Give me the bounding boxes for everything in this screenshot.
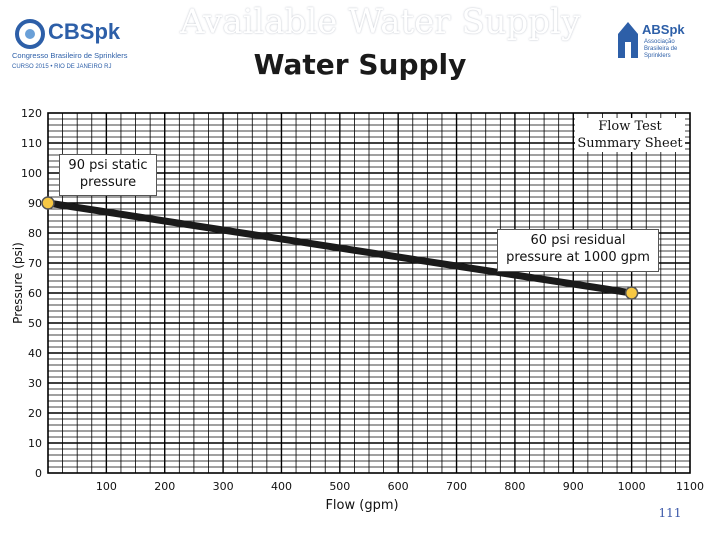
y-tick-label: 70: [28, 257, 42, 270]
page-number: 111: [658, 506, 682, 520]
y-tick-label: 30: [28, 377, 42, 390]
data-point: [624, 286, 639, 300]
x-tick-label: 600: [388, 480, 409, 493]
x-tick-label: 900: [563, 480, 584, 493]
cbspk-logo-subtitle: Congresso Brasileiro de Sprinklers: [12, 51, 128, 60]
y-tick-label: 90: [28, 197, 42, 210]
background-title: Available Water Supply: [180, 2, 581, 42]
supply-curve-line: [47, 199, 633, 297]
x-tick-label: 200: [154, 480, 175, 493]
y-tick-label: 120: [21, 107, 42, 120]
x-tick-label: 800: [504, 480, 525, 493]
x-axis-tick-labels: 100 200 300 400 500 600 700 800 900 1000 1100: [96, 480, 704, 493]
cbspk-logo-subtitle-2: CURSO 2015 • RIO DE JANEIRO RJ: [12, 64, 111, 70]
x-tick-label: 700: [446, 480, 467, 493]
y-tick-label: 40: [28, 347, 42, 360]
abspk-logo-subtitle-1: Associação: [644, 39, 675, 45]
y-tick-label: 60: [28, 287, 42, 300]
residual-pressure-annotation: 60 psi residual pressure at 1000 gpm: [497, 229, 659, 272]
abspk-logo-subtitle-2: Brasileira de: [644, 46, 678, 52]
abspk-logo-text: ABSpk: [642, 22, 685, 37]
abspk-logo-mark-icon: [618, 22, 638, 58]
chart-series: [41, 196, 639, 300]
abspk-logo: ABSpk Associação Brasileira de Sprinkler…: [618, 22, 685, 59]
cbspk-logo-mark-icon: [15, 19, 45, 49]
data-point: [41, 196, 55, 210]
static-pressure-annotation: 90 psi static pressure: [59, 154, 157, 196]
summary-label: Flow Test Summary Sheet: [575, 118, 685, 152]
y-tick-label: 80: [28, 227, 42, 240]
abspk-logo-subtitle-3: Sprinklers: [644, 53, 671, 59]
page-title: Water Supply: [253, 48, 467, 81]
x-tick-label: 100: [96, 480, 117, 493]
x-tick-label: 400: [271, 480, 292, 493]
cbspk-logo: CBSpk Congresso Brasileiro de Sprinklers…: [12, 19, 128, 70]
x-tick-label: 300: [213, 480, 234, 493]
cbspk-logo-text: CBSpk: [48, 19, 121, 44]
x-tick-label: 500: [329, 480, 350, 493]
y-tick-label: 0: [35, 467, 42, 480]
plot-frame: [47, 112, 691, 474]
y-axis-label: Pressure (psi): [11, 242, 25, 324]
y-tick-label: 110: [21, 137, 42, 150]
y-tick-label: 100: [21, 167, 42, 180]
x-tick-label: 1100: [676, 480, 704, 493]
y-axis-tick-labels: 0 10 20 30 40 50 60 70 80 90 100 110 120: [21, 107, 42, 480]
y-tick-label: 10: [28, 437, 42, 450]
y-tick-label: 20: [28, 407, 42, 420]
y-tick-label: 50: [28, 317, 42, 330]
x-axis-label: Flow (gpm): [325, 498, 398, 513]
x-tick-label: 1000: [618, 480, 646, 493]
